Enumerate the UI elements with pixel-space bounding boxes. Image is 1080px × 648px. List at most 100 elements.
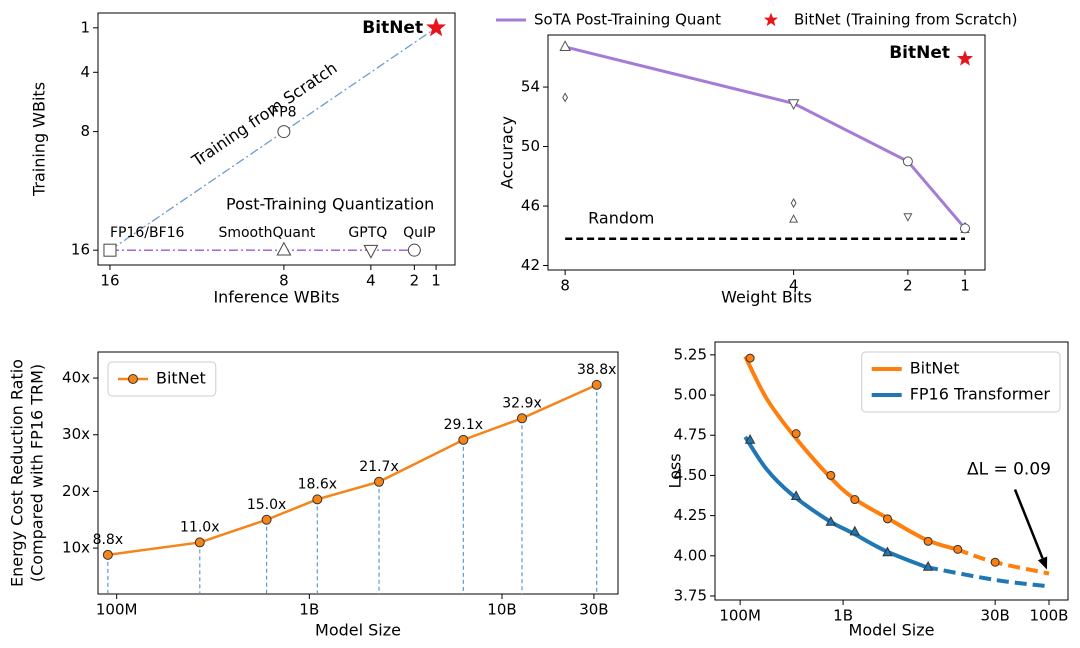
extrapolation-curve xyxy=(956,547,1050,576)
data-point xyxy=(826,470,836,480)
x-axis-label: Inference WBits xyxy=(213,288,339,307)
legend-marker xyxy=(763,12,779,27)
y-tick-label: 4.50 xyxy=(674,466,707,484)
value-label: 21.7x xyxy=(359,459,398,475)
y-tick-label: 40x xyxy=(62,369,90,387)
data-point xyxy=(825,515,837,526)
y-tick-label: 20x xyxy=(62,482,90,500)
y-axis-label: Training WBits xyxy=(30,82,49,197)
legend-label: BitNet xyxy=(156,369,206,388)
y-tick-label: 42 xyxy=(521,256,540,274)
data-point xyxy=(407,243,421,257)
data-point xyxy=(744,434,756,444)
x-tick-label: 8 xyxy=(560,277,570,295)
value-label: 15.0x xyxy=(247,497,286,513)
x-tick-label: 30B xyxy=(980,607,1009,625)
x-tick-label: 16 xyxy=(100,272,119,290)
y-tick-label: 4 xyxy=(80,63,90,81)
x-tick-label: 1 xyxy=(960,277,970,295)
point-label: FP16/BF16 xyxy=(110,225,185,241)
annotation-arrow xyxy=(1013,489,1044,559)
point-label: BitNet xyxy=(889,43,950,63)
x-tick-label: 4 xyxy=(789,277,799,295)
value-label: 38.8x xyxy=(577,362,616,378)
y-tick-label: 5.00 xyxy=(674,386,707,404)
data-point xyxy=(882,514,892,524)
extrapolation-curve xyxy=(925,565,1050,589)
value-label: 32.9x xyxy=(502,395,541,411)
x-tick-label: 8 xyxy=(279,272,289,290)
legend-marker xyxy=(128,374,138,384)
y-tick-label: 4.25 xyxy=(674,506,707,524)
data-point xyxy=(426,17,446,37)
data-point xyxy=(953,544,963,554)
data-point xyxy=(363,244,379,259)
series-label: Post-Training Quantization xyxy=(226,195,434,214)
data-point xyxy=(194,537,205,548)
data-point xyxy=(990,557,1000,567)
y-tick-label: 1 xyxy=(80,18,90,36)
y-axis-label: (Compared with FP16 TRM) xyxy=(28,364,47,582)
data-point xyxy=(261,514,272,525)
data-point xyxy=(923,536,933,546)
data-point xyxy=(922,560,934,571)
data-point xyxy=(789,214,799,223)
y-tick-label: 8 xyxy=(80,122,90,140)
annotation-arrowhead xyxy=(1037,556,1048,570)
data-point xyxy=(790,490,802,500)
data-point xyxy=(903,213,913,222)
x-axis-label: Model Size xyxy=(315,621,401,640)
plot-frame xyxy=(714,341,1069,601)
series-line xyxy=(107,383,598,557)
x-tick-label: 2 xyxy=(903,277,913,295)
data-point xyxy=(960,223,971,234)
x-tick-label: 4 xyxy=(366,272,376,290)
value-label: 29.1x xyxy=(444,417,483,433)
legend-box xyxy=(107,361,217,397)
annotation: ΔL = 0.09 xyxy=(967,459,1051,479)
y-tick-label: 10x xyxy=(62,539,90,557)
fit-curve xyxy=(743,355,958,552)
data-point xyxy=(102,549,113,560)
data-point xyxy=(902,156,913,167)
series-label: Training from Scratch xyxy=(188,58,341,171)
data-point xyxy=(517,413,528,424)
data-point xyxy=(559,40,571,51)
legend-label: BitNet (Training from Scratch) xyxy=(794,11,1018,29)
point-label: GPTQ xyxy=(348,225,387,241)
plot-frame xyxy=(97,12,456,266)
x-tick-label: 30B xyxy=(579,601,608,619)
data-point xyxy=(276,241,292,256)
data-point xyxy=(791,429,801,439)
y-tick-label: 16 xyxy=(71,241,90,259)
legend-label: SoTA Post-Training Quant xyxy=(534,11,721,29)
x-tick-label: 10B xyxy=(487,601,516,619)
x-tick-label: 1 xyxy=(431,272,441,290)
y-tick-label: 4.75 xyxy=(674,426,707,444)
data-point xyxy=(458,434,469,445)
x-tick-label: 100B xyxy=(1030,607,1069,625)
y-tick-label: 5.25 xyxy=(674,345,707,363)
point-label: BitNet xyxy=(362,18,423,38)
data-point xyxy=(849,525,861,536)
data-point xyxy=(591,379,602,390)
legend-label: BitNet xyxy=(910,359,960,378)
x-tick-label: 2 xyxy=(410,272,420,290)
value-label: 11.0x xyxy=(180,519,219,535)
point-label: FP8 xyxy=(271,105,296,121)
y-tick-label: 30x xyxy=(62,425,90,443)
y-axis-label: Loss xyxy=(666,453,685,488)
y-tick-label: 3.75 xyxy=(674,586,707,604)
y-tick-label: 54 xyxy=(521,78,540,96)
y-axis-label: Energy Cost Reduction Ratio xyxy=(8,359,27,587)
data-point xyxy=(956,50,974,66)
x-axis-label: Weight Bits xyxy=(721,288,812,307)
plot-frame xyxy=(547,34,986,271)
data-point xyxy=(882,546,893,557)
value-label: 8.8x xyxy=(93,532,124,548)
series-line xyxy=(109,27,437,251)
y-tick-label: 4.00 xyxy=(674,546,707,564)
legend-label: FP16 Transformer xyxy=(910,385,1051,404)
x-tick-label: 100M xyxy=(96,601,138,619)
